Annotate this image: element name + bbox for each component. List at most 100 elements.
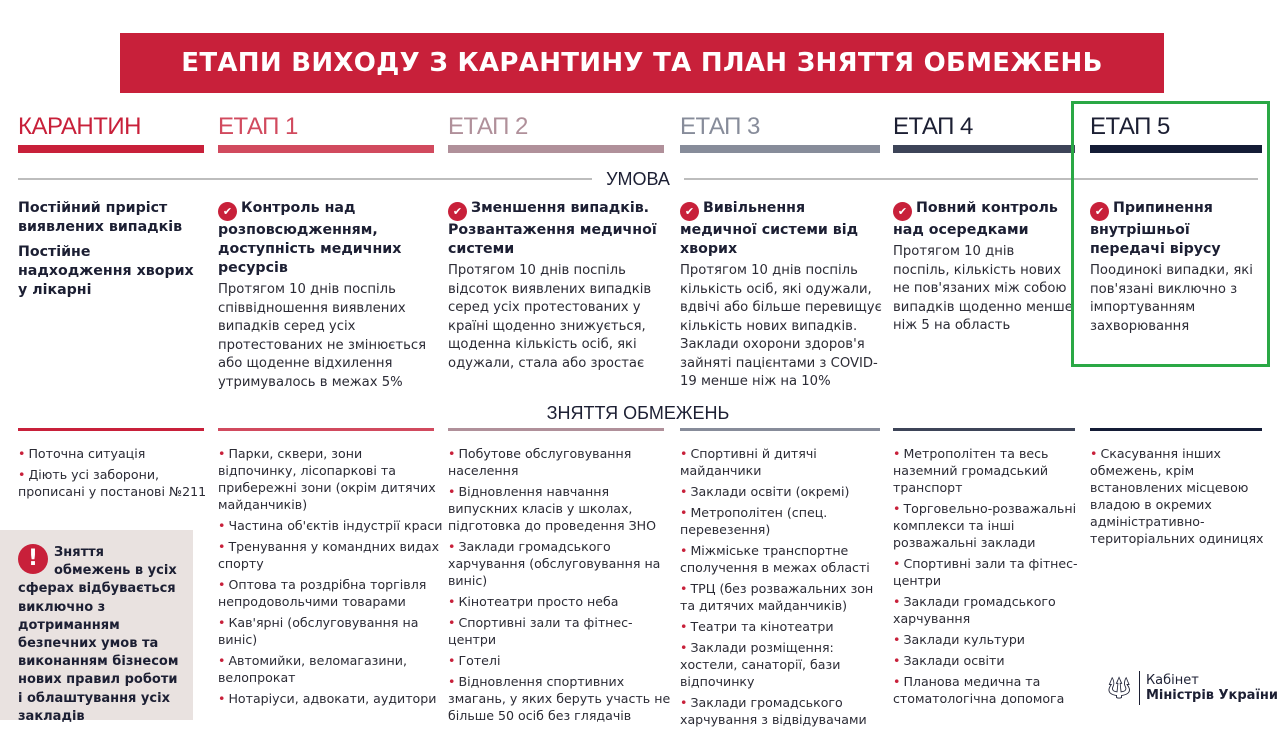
highlight-box — [1071, 101, 1270, 367]
trident-icon: 🔱︎ — [1105, 675, 1133, 701]
bullet-icon: • — [218, 691, 226, 706]
bullet-icon: • — [218, 577, 226, 592]
list-item: • Заклади освіти — [893, 652, 1085, 669]
condition-heading-text: Контроль над розповсюдженням, доступніст… — [218, 200, 402, 276]
stage-bar — [218, 145, 434, 153]
warning-text: Зняття обмежень в усіх сферах відбуваєть… — [18, 545, 179, 724]
condition-heading: Постійне надходження хворих у лікарні — [18, 243, 204, 300]
restriction-bar — [893, 428, 1075, 431]
divider — [683, 178, 1258, 180]
stage-name: ЕТАП 4 — [893, 113, 973, 140]
list-item: • Спортивні й дитячі майданчики — [680, 445, 890, 479]
list-item-text: Заклади освіти (окремі) — [690, 484, 850, 499]
bullet-icon: • — [680, 640, 688, 655]
bullet-icon: • — [218, 653, 226, 668]
warning-note: ! Зняття обмежень в усіх сферах відбуває… — [0, 530, 193, 724]
bullet-icon: • — [448, 653, 456, 668]
condition-heading-text: Повний контроль над осередками — [893, 200, 1058, 238]
stage-name: ЕТАП 2 — [448, 113, 528, 140]
list-item: • Планова медична та стоматологічна допом… — [893, 673, 1085, 707]
list-item-text: Заклади розміщення: хостели, санаторії, … — [680, 640, 841, 689]
list-item-text: Діють усі заборони, прописані у постанов… — [18, 467, 207, 499]
list-item-text: Метрополітен (спец. перевезення) — [680, 505, 828, 537]
list-item: • Оптова та роздрібна торгівля непродовол… — [218, 576, 444, 610]
list-item-text: Скасування інших обмежень, крім встановл… — [1090, 446, 1264, 546]
stage-header-4: ЕТАП 4 — [893, 113, 1075, 153]
list-item: • Заклади громадського харчування (обслуг… — [448, 538, 674, 589]
list-item: • ТРЦ (без розважальних зон та дитячих ма… — [680, 580, 890, 614]
bullet-icon: • — [893, 632, 901, 647]
bullet-icon: • — [218, 446, 226, 461]
bullet-icon: • — [218, 539, 226, 554]
check-icon: ✔ — [893, 202, 912, 221]
list-item: • Міжміське транспортне сполучення в межа… — [680, 542, 890, 576]
list-item-text: Кав'ярні (обслуговування на виніс) — [218, 615, 419, 647]
condition-text: Протягом 10 днів поспіль співвідношення … — [218, 282, 427, 390]
list-item-text: Поточна ситуація — [28, 446, 146, 461]
list-item-text: Заклади культури — [903, 632, 1025, 647]
list-item: • Поточна ситуація — [18, 445, 214, 462]
bullet-icon: • — [680, 695, 688, 710]
restriction-list-2: • Побутове обслуговування населення • Відно… — [448, 445, 674, 728]
bullet-icon: • — [893, 501, 901, 516]
bullet-icon: • — [448, 539, 456, 554]
list-item: • Заклади громадського харчування з відві… — [680, 694, 890, 728]
list-item-text: Кінотеатри просто неба — [458, 594, 619, 609]
list-item-text: Спортивні й дитячі майданчики — [680, 446, 817, 478]
list-item: • Побутове обслуговування населення — [448, 445, 674, 479]
restrictions-label: ЗНЯТТЯ ОБМЕЖЕНЬ — [546, 402, 730, 423]
condition-label: УМОВА — [606, 168, 670, 189]
list-item-text: Заклади громадського харчування з відвід… — [680, 695, 867, 727]
stage-bar — [448, 145, 664, 153]
bullet-icon: • — [218, 518, 226, 533]
stage-name: КАРАНТИН — [18, 113, 141, 140]
restriction-bar — [218, 428, 434, 431]
bullet-icon: • — [680, 446, 688, 461]
stage-bar — [1090, 145, 1262, 153]
bullet-icon: • — [893, 653, 901, 668]
bullet-icon: • — [448, 615, 456, 630]
stage-header-2: ЕТАП 2 — [448, 113, 664, 153]
bullet-icon: • — [680, 505, 688, 520]
restrictions-section: ЗНЯТТЯ ОБМЕЖЕНЬ — [18, 403, 1258, 423]
condition-heading-text: Вивільнення медичної системи від хворих — [680, 200, 859, 257]
bullet-icon: • — [680, 543, 688, 558]
logo-line2: Міністрів України — [1145, 687, 1278, 703]
bullet-icon: • — [18, 446, 26, 461]
list-item: • Заклади освіти (окремі) — [680, 483, 890, 500]
condition-heading-text: Постійний приріст виявлених випадків — [18, 200, 183, 235]
bullet-icon: • — [680, 619, 688, 634]
list-item: • Скасування інших обмежень, крім встанов… — [1090, 445, 1272, 547]
stage-header-5: ЕТАП 5 — [1090, 113, 1262, 153]
stage-condition-3: ✔ Вивільнення медичної системи від хворих… — [680, 199, 886, 392]
list-item-text: Міжміське транспортне сполучення в межах… — [680, 543, 870, 575]
condition-heading: ✔ Вивільнення медичної системи від хворих — [680, 199, 886, 259]
restriction-bar — [1090, 428, 1262, 431]
stage-condition-1: ✔ Контроль над розповсюдженням, доступніс… — [218, 199, 434, 392]
list-item: • Діють усі заборони, прописані у постано… — [18, 466, 214, 500]
bullet-icon: • — [893, 446, 901, 461]
stage-bar — [18, 145, 204, 153]
list-item: • Заклади культури — [893, 631, 1085, 648]
list-item-text: Частина об'єктів індустрії краси — [228, 518, 443, 533]
condition-section: УМОВА — [18, 169, 1258, 189]
bullet-icon: • — [218, 615, 226, 630]
condition-text: Протягом 10 днів поспіль відсоток виявле… — [448, 263, 652, 371]
list-item: • Відновлення навчання випускних класів у… — [448, 483, 674, 534]
bullet-icon: • — [448, 674, 456, 689]
restriction-list-5: • Скасування інших обмежень, крім встанов… — [1090, 445, 1272, 551]
list-item-text: Спортивні зали та фітнес-центри — [893, 556, 1078, 588]
stage-header-0: КАРАНТИН — [18, 113, 204, 153]
bullet-icon: • — [680, 484, 688, 499]
logo: 🔱︎ Кабінет Міністрів України — [1105, 671, 1278, 705]
condition-text: Протягом 10 днів поспіль, кількість нови… — [893, 244, 1073, 333]
restriction-list-3: • Спортивні й дитячі майданчики • Заклади о… — [680, 445, 890, 732]
list-item-text: Автомийки, веломагазини, велопрокат — [218, 653, 407, 685]
stage-header-3: ЕТАП 3 — [680, 113, 880, 153]
list-item-text: Планова медична та стоматологічна допомо… — [893, 674, 1065, 706]
restriction-bar — [680, 428, 880, 431]
list-item: • Метрополітен та весь наземний громадськ… — [893, 445, 1085, 496]
condition-heading: ✔ Припинення внутрішньої передачі вірусу — [1090, 199, 1262, 259]
stage-name: ЕТАП 5 — [1090, 113, 1170, 140]
list-item-text: Оптова та роздрібна торгівля непродоволь… — [218, 577, 427, 609]
